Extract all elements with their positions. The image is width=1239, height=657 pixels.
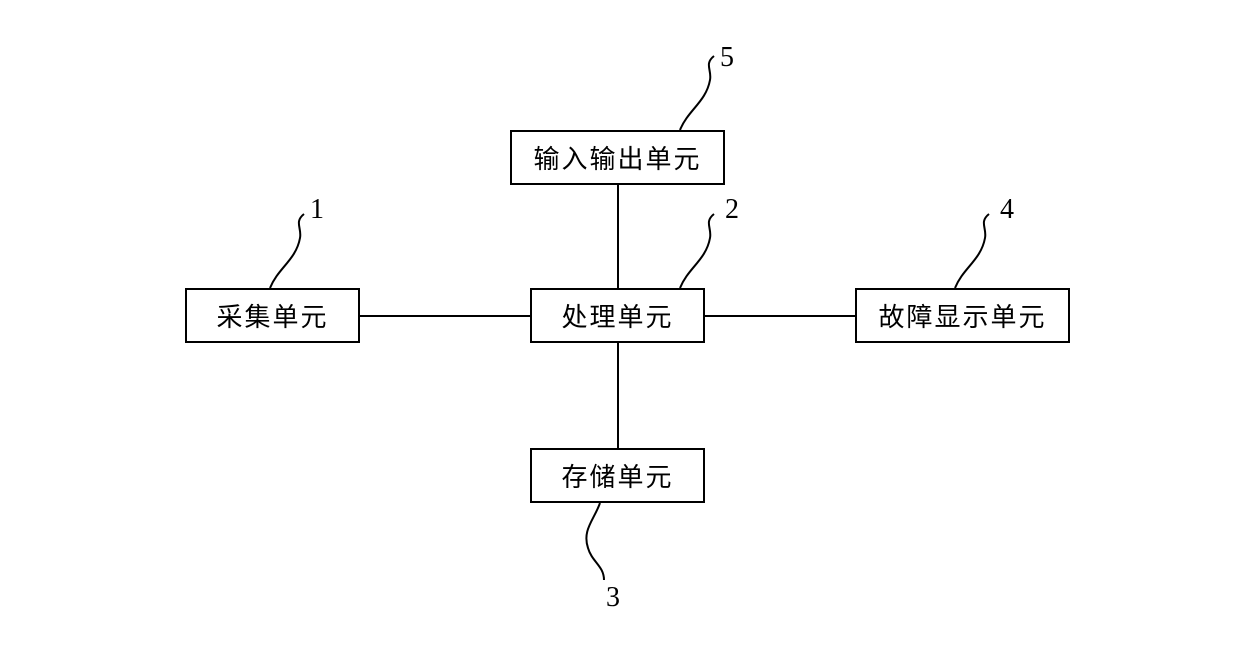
lead-line-1 [270,214,304,288]
node-io-unit: 输入输出单元 [510,130,725,185]
reference-number-5: 5 [720,42,734,74]
reference-number-3: 3 [606,582,620,614]
lead-line-5 [680,56,714,130]
diagram-canvas: 采集单元 处理单元 存储单元 故障显示单元 输入输出单元 1 2 3 4 5 [0,0,1239,657]
reference-number-1: 1 [310,194,324,226]
lead-line-2 [680,214,714,288]
node-processing-unit: 处理单元 [530,288,705,343]
node-storage-unit: 存储单元 [530,448,705,503]
reference-number-2: 2 [725,194,739,226]
node-label: 采集单元 [216,297,328,334]
node-label: 故障显示单元 [878,297,1046,334]
node-acquisition-unit: 采集单元 [185,288,360,343]
edge-n2-n3 [617,343,619,448]
edge-n1-n2 [360,315,530,317]
edge-n5-n2 [617,185,619,288]
lead-line-3 [586,503,604,580]
reference-number-4: 4 [1000,194,1014,226]
node-fault-display-unit: 故障显示单元 [855,288,1070,343]
node-label: 输入输出单元 [533,139,701,176]
lead-line-4 [955,214,989,288]
edge-n2-n4 [705,315,855,317]
node-label: 存储单元 [561,457,673,494]
node-label: 处理单元 [561,297,673,334]
